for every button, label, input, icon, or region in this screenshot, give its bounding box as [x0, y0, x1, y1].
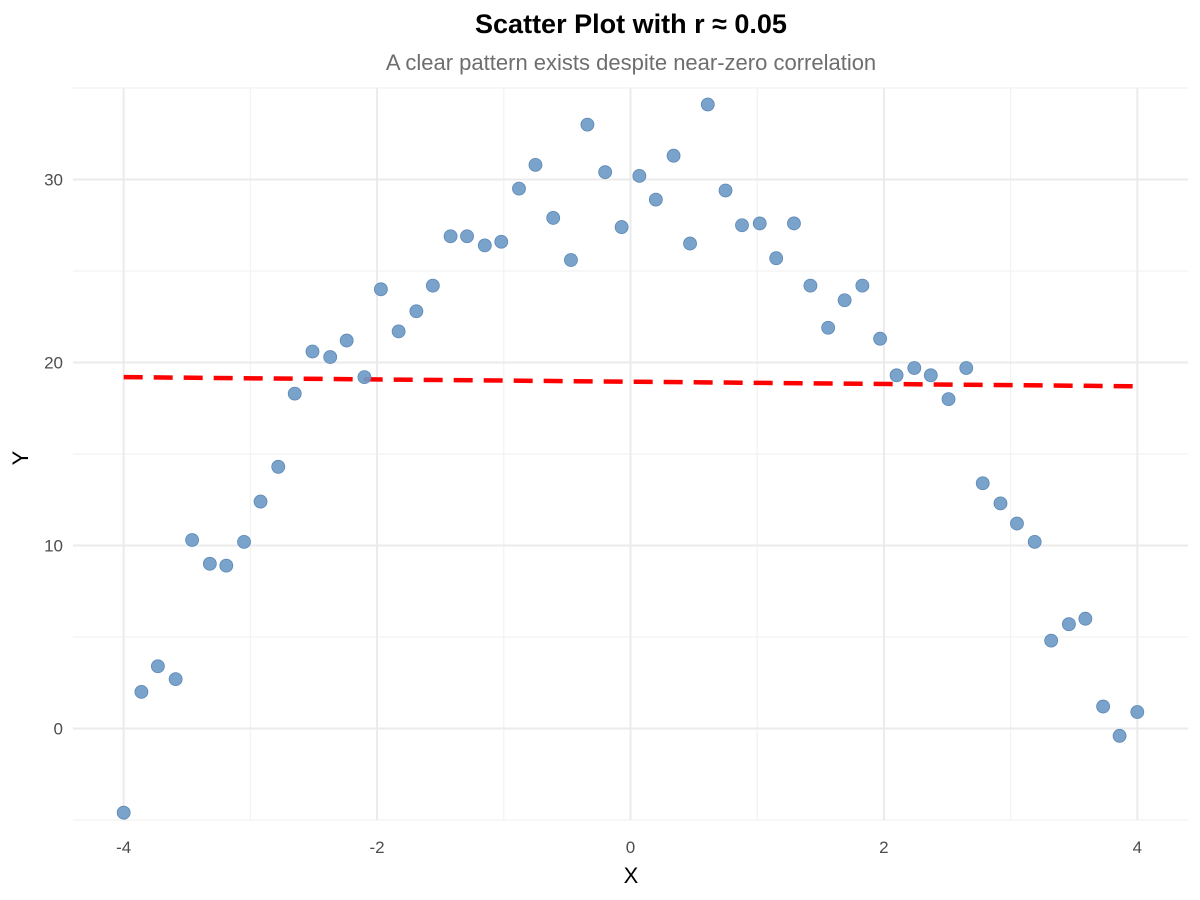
trend-line	[123, 374, 1138, 389]
data-point	[168, 672, 183, 686]
data-point	[941, 392, 956, 407]
x-tick-label: -2	[370, 838, 385, 857]
data-point	[237, 534, 251, 549]
data-point	[614, 220, 629, 234]
data-point	[391, 324, 406, 339]
data-point	[287, 386, 302, 401]
x-tick-label: -4	[116, 838, 131, 857]
data-point	[460, 229, 474, 244]
data-point	[648, 192, 663, 207]
x-tick-label: 2	[879, 838, 888, 857]
y-axis-title: Y	[8, 450, 33, 465]
data-point	[803, 278, 818, 293]
data-point	[528, 157, 543, 172]
data-point	[253, 494, 268, 509]
data-point	[821, 320, 836, 335]
data-point	[1112, 728, 1127, 743]
data-point	[1130, 705, 1145, 719]
data-point	[889, 368, 904, 383]
y-tick-label: 20	[44, 354, 63, 373]
data-point	[425, 278, 440, 293]
x-axis-title: X	[624, 863, 639, 888]
x-tick-label: 4	[1133, 838, 1142, 857]
data-point	[632, 168, 647, 183]
data-point	[769, 251, 784, 266]
grid	[73, 87, 1188, 821]
y-tick-label: 10	[44, 537, 63, 556]
trend-line-group	[123, 374, 1138, 389]
data-point	[564, 253, 578, 267]
data-point	[666, 148, 681, 163]
data-point	[339, 333, 354, 348]
data-point	[494, 234, 509, 249]
y-tick-label: 30	[44, 171, 63, 190]
y-tick-label: 0	[54, 720, 63, 739]
data-point	[185, 533, 200, 547]
data-point	[1010, 516, 1024, 531]
data-point	[683, 236, 697, 251]
data-point	[855, 278, 870, 293]
data-point	[598, 165, 613, 180]
data-point	[1096, 699, 1111, 714]
data-point	[134, 685, 149, 699]
data-point	[271, 459, 286, 474]
data-point	[718, 183, 733, 198]
data-point	[700, 97, 715, 112]
chart-title: Scatter Plot with r ≈ 0.05	[475, 9, 787, 39]
data-point	[837, 293, 852, 308]
data-point	[323, 350, 338, 364]
data-point	[512, 181, 526, 196]
data-point	[477, 238, 492, 253]
data-point	[1061, 617, 1076, 632]
data-point	[735, 218, 749, 233]
data-point	[752, 216, 767, 231]
data-point	[373, 282, 388, 297]
data-point	[959, 361, 974, 375]
data-point	[580, 117, 595, 132]
data-point	[409, 304, 424, 319]
data-point	[357, 370, 372, 385]
data-point	[305, 344, 320, 359]
data-point	[873, 331, 888, 346]
tick-labels: -4 -2 0 2 4 0 10 20 30	[44, 171, 1142, 858]
chart-subtitle: A clear pattern exists despite near-zero…	[386, 50, 876, 75]
data-points	[116, 97, 1145, 820]
data-point	[443, 229, 458, 244]
data-point	[923, 368, 938, 383]
data-point	[975, 476, 990, 491]
data-point	[546, 211, 561, 225]
data-point	[993, 496, 1008, 511]
data-point	[1027, 534, 1042, 549]
data-point	[219, 558, 234, 573]
data-point	[150, 659, 165, 674]
data-point	[1078, 611, 1093, 626]
data-point	[787, 216, 801, 231]
data-point	[202, 556, 217, 571]
data-point	[116, 805, 131, 820]
data-point	[1044, 633, 1059, 648]
x-tick-label: 0	[626, 838, 635, 857]
data-point	[907, 361, 922, 375]
